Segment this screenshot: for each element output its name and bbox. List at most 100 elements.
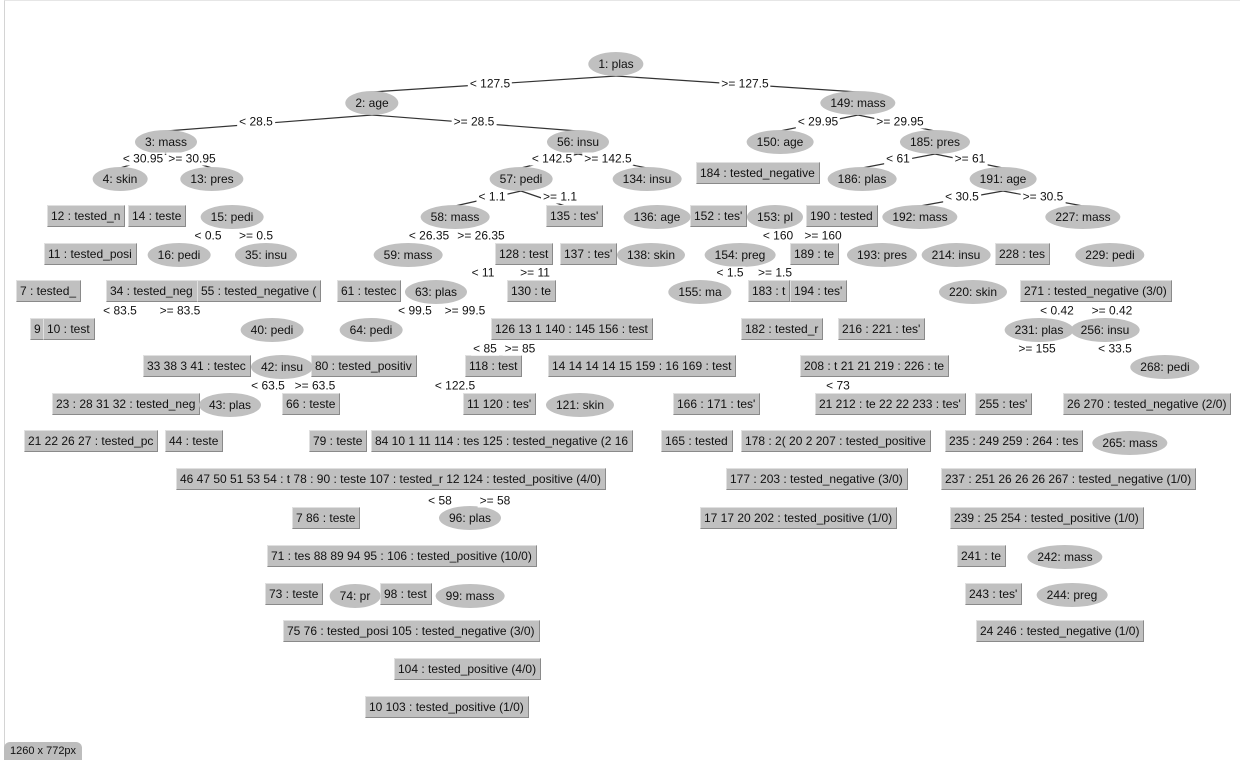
split-node[interactable]: 16: pedi bbox=[147, 243, 211, 267]
split-node[interactable]: 63: plas bbox=[404, 280, 468, 304]
leaf-node[interactable]: 235 : 249 259 : 264 : tes bbox=[945, 430, 1084, 452]
leaf-node[interactable]: 130 : te bbox=[507, 280, 557, 302]
leaf-node[interactable]: 10 103 : tested_positive (1/0) bbox=[365, 696, 529, 718]
split-node[interactable]: 40: pedi bbox=[240, 318, 304, 342]
leaf-node[interactable]: 194 : tes' bbox=[790, 280, 848, 302]
leaf-node[interactable]: 135 : tes' bbox=[546, 205, 604, 227]
split-node[interactable]: 265: mass bbox=[1092, 431, 1168, 455]
split-node[interactable]: 155: ma bbox=[668, 280, 732, 304]
leaf-node[interactable]: 73 : teste bbox=[265, 583, 324, 605]
split-node[interactable]: 268: pedi bbox=[1130, 355, 1200, 379]
leaf-node[interactable]: 11 120 : tes' bbox=[463, 393, 537, 415]
split-node[interactable]: 96: plas bbox=[438, 506, 502, 530]
split-node[interactable]: 35: insu bbox=[234, 243, 298, 267]
leaf-node[interactable]: 137 : tes' bbox=[560, 243, 618, 265]
split-node[interactable]: 58: mass bbox=[420, 205, 490, 229]
split-node[interactable]: 74: pr bbox=[329, 584, 381, 608]
split-node[interactable]: 42: insu bbox=[250, 355, 314, 379]
leaf-node[interactable]: 24 246 : tested_negative (1/0) bbox=[976, 620, 1145, 642]
leaf-node[interactable]: 26 270 : tested_negative (2/0) bbox=[1063, 393, 1232, 415]
split-node[interactable]: 64: pedi bbox=[339, 318, 403, 342]
split-node[interactable]: 99: mass bbox=[435, 584, 505, 608]
split-node[interactable]: 57: pedi bbox=[489, 167, 553, 191]
leaf-node[interactable]: 178 : 2( 20 2 207 : tested_positive bbox=[741, 430, 931, 452]
split-node[interactable]: 229: pedi bbox=[1075, 243, 1145, 267]
leaf-node[interactable]: 184 : tested_negative bbox=[696, 162, 820, 184]
leaf-node[interactable]: 128 : test bbox=[495, 243, 554, 265]
split-node[interactable]: 3: mass bbox=[134, 130, 198, 154]
split-node[interactable]: 193: pres bbox=[846, 243, 918, 267]
leaf-node[interactable]: 61 : testec bbox=[337, 280, 402, 302]
leaf-node[interactable]: 271 : tested_negative (3/0) bbox=[1020, 280, 1172, 302]
leaf-node[interactable]: 241 : te bbox=[957, 545, 1007, 567]
leaf-node[interactable]: 21 212 : te 22 22 233 : tes' bbox=[815, 393, 966, 415]
split-node[interactable]: 1: plas bbox=[588, 52, 644, 76]
leaf-node[interactable]: 243 : tes' bbox=[965, 583, 1023, 605]
split-node[interactable]: 227: mass bbox=[1045, 205, 1121, 229]
split-node[interactable]: 13: pres bbox=[180, 167, 244, 191]
leaf-node[interactable]: 182 : tested_r bbox=[741, 318, 824, 340]
leaf-node[interactable]: 84 10 1 11 114 : tes 125 : tested_negati… bbox=[371, 430, 634, 452]
split-node[interactable]: 214: insu bbox=[921, 243, 991, 267]
split-node[interactable]: 136: age bbox=[623, 205, 691, 229]
split-node[interactable]: 150: age bbox=[746, 130, 814, 154]
split-node[interactable]: 220: skin bbox=[938, 280, 1008, 304]
leaf-node[interactable]: 208 : t 21 21 219 : 226 : te bbox=[800, 355, 950, 377]
split-node[interactable]: 244: preg bbox=[1036, 583, 1108, 607]
split-node[interactable]: 153: pl bbox=[746, 205, 804, 229]
leaf-node[interactable]: 14 : teste bbox=[128, 205, 187, 227]
leaf-node[interactable]: 104 : tested_positive (4/0) bbox=[394, 658, 542, 680]
leaf-node[interactable]: 98 : test bbox=[380, 583, 432, 605]
split-node[interactable]: 231: plas bbox=[1004, 318, 1074, 342]
leaf-node[interactable]: 44 : teste bbox=[165, 430, 224, 452]
split-node[interactable]: 59: mass bbox=[373, 243, 443, 267]
leaf-node[interactable]: 152 : tes' bbox=[690, 205, 748, 227]
split-node[interactable]: 56: insu bbox=[546, 130, 610, 154]
leaf-node[interactable]: 21 22 26 27 : tested_pc bbox=[24, 430, 159, 452]
leaf-node[interactable]: 255 : tes' bbox=[975, 393, 1033, 415]
leaf-node[interactable]: 7 : tested_ bbox=[16, 280, 82, 302]
leaf-node[interactable]: 23 : 28 31 32 : tested_neg bbox=[52, 393, 201, 415]
split-node[interactable]: 134: insu bbox=[612, 167, 682, 191]
leaf-node[interactable]: 80 : tested_positiv bbox=[311, 355, 417, 377]
split-node[interactable]: 149: mass bbox=[820, 91, 896, 115]
split-node[interactable]: 191: age bbox=[969, 167, 1037, 191]
leaf-node[interactable]: 71 : tes 88 89 94 95 : 106 : tested_posi… bbox=[267, 545, 537, 567]
leaf-node[interactable]: 183 : t bbox=[748, 280, 791, 302]
leaf-node[interactable]: 166 : 171 : tes' bbox=[673, 393, 761, 415]
leaf-node[interactable]: 239 : 25 254 : tested_positive (1/0) bbox=[950, 507, 1144, 529]
split-node[interactable]: 186: plas bbox=[827, 167, 897, 191]
split-node[interactable]: 121: skin bbox=[545, 393, 615, 417]
split-node[interactable]: 138: skin bbox=[616, 243, 686, 267]
leaf-node[interactable]: 75 76 : tested_posi 105 : tested_negativ… bbox=[283, 620, 540, 642]
leaf-node[interactable]: 7 86 : teste bbox=[292, 507, 361, 529]
leaf-node[interactable]: 237 : 251 26 26 26 267 : tested_negative… bbox=[941, 468, 1197, 490]
split-node[interactable]: 185: pres bbox=[899, 130, 971, 154]
split-node[interactable]: 154: preg bbox=[704, 243, 776, 267]
leaf-node[interactable]: 55 : tested_negative ( bbox=[197, 280, 322, 302]
leaf-node[interactable]: 46 47 50 51 53 54 : t 78 : 90 : teste 10… bbox=[176, 468, 606, 490]
leaf-node[interactable]: 79 : teste bbox=[309, 430, 368, 452]
leaf-node[interactable]: 14 14 14 14 15 159 : 16 169 : test bbox=[548, 355, 737, 377]
leaf-node[interactable]: 190 : tested bbox=[806, 205, 878, 227]
split-node[interactable]: 242: mass bbox=[1027, 545, 1103, 569]
leaf-node[interactable]: 33 38 3 41 : testec bbox=[143, 355, 251, 377]
leaf-node[interactable]: 11 : tested_posi bbox=[44, 243, 137, 265]
leaf-node[interactable]: 10 : test bbox=[43, 318, 95, 340]
leaf-node[interactable]: 177 : 203 : tested_negative (3/0) bbox=[726, 468, 908, 490]
leaf-node[interactable]: 165 : tested bbox=[661, 430, 733, 452]
leaf-node[interactable]: 228 : tes bbox=[995, 243, 1051, 265]
split-node[interactable]: 192: mass bbox=[882, 205, 958, 229]
leaf-node[interactable]: 118 : test bbox=[465, 355, 523, 377]
leaf-node[interactable]: 34 : tested_neg bbox=[106, 280, 198, 302]
leaf-node[interactable]: 126 13 1 140 : 145 156 : test bbox=[491, 318, 653, 340]
leaf-node[interactable]: 66 : teste bbox=[282, 393, 341, 415]
split-node[interactable]: 2: age bbox=[345, 91, 399, 115]
split-node[interactable]: 43: plas bbox=[198, 393, 262, 417]
split-node[interactable]: 4: skin bbox=[92, 167, 148, 191]
split-node[interactable]: 15: pedi bbox=[200, 205, 264, 229]
leaf-node[interactable]: 189 : te bbox=[790, 243, 840, 265]
split-node[interactable]: 256: insu bbox=[1070, 318, 1140, 342]
leaf-node[interactable]: 12 : tested_n bbox=[47, 205, 126, 227]
